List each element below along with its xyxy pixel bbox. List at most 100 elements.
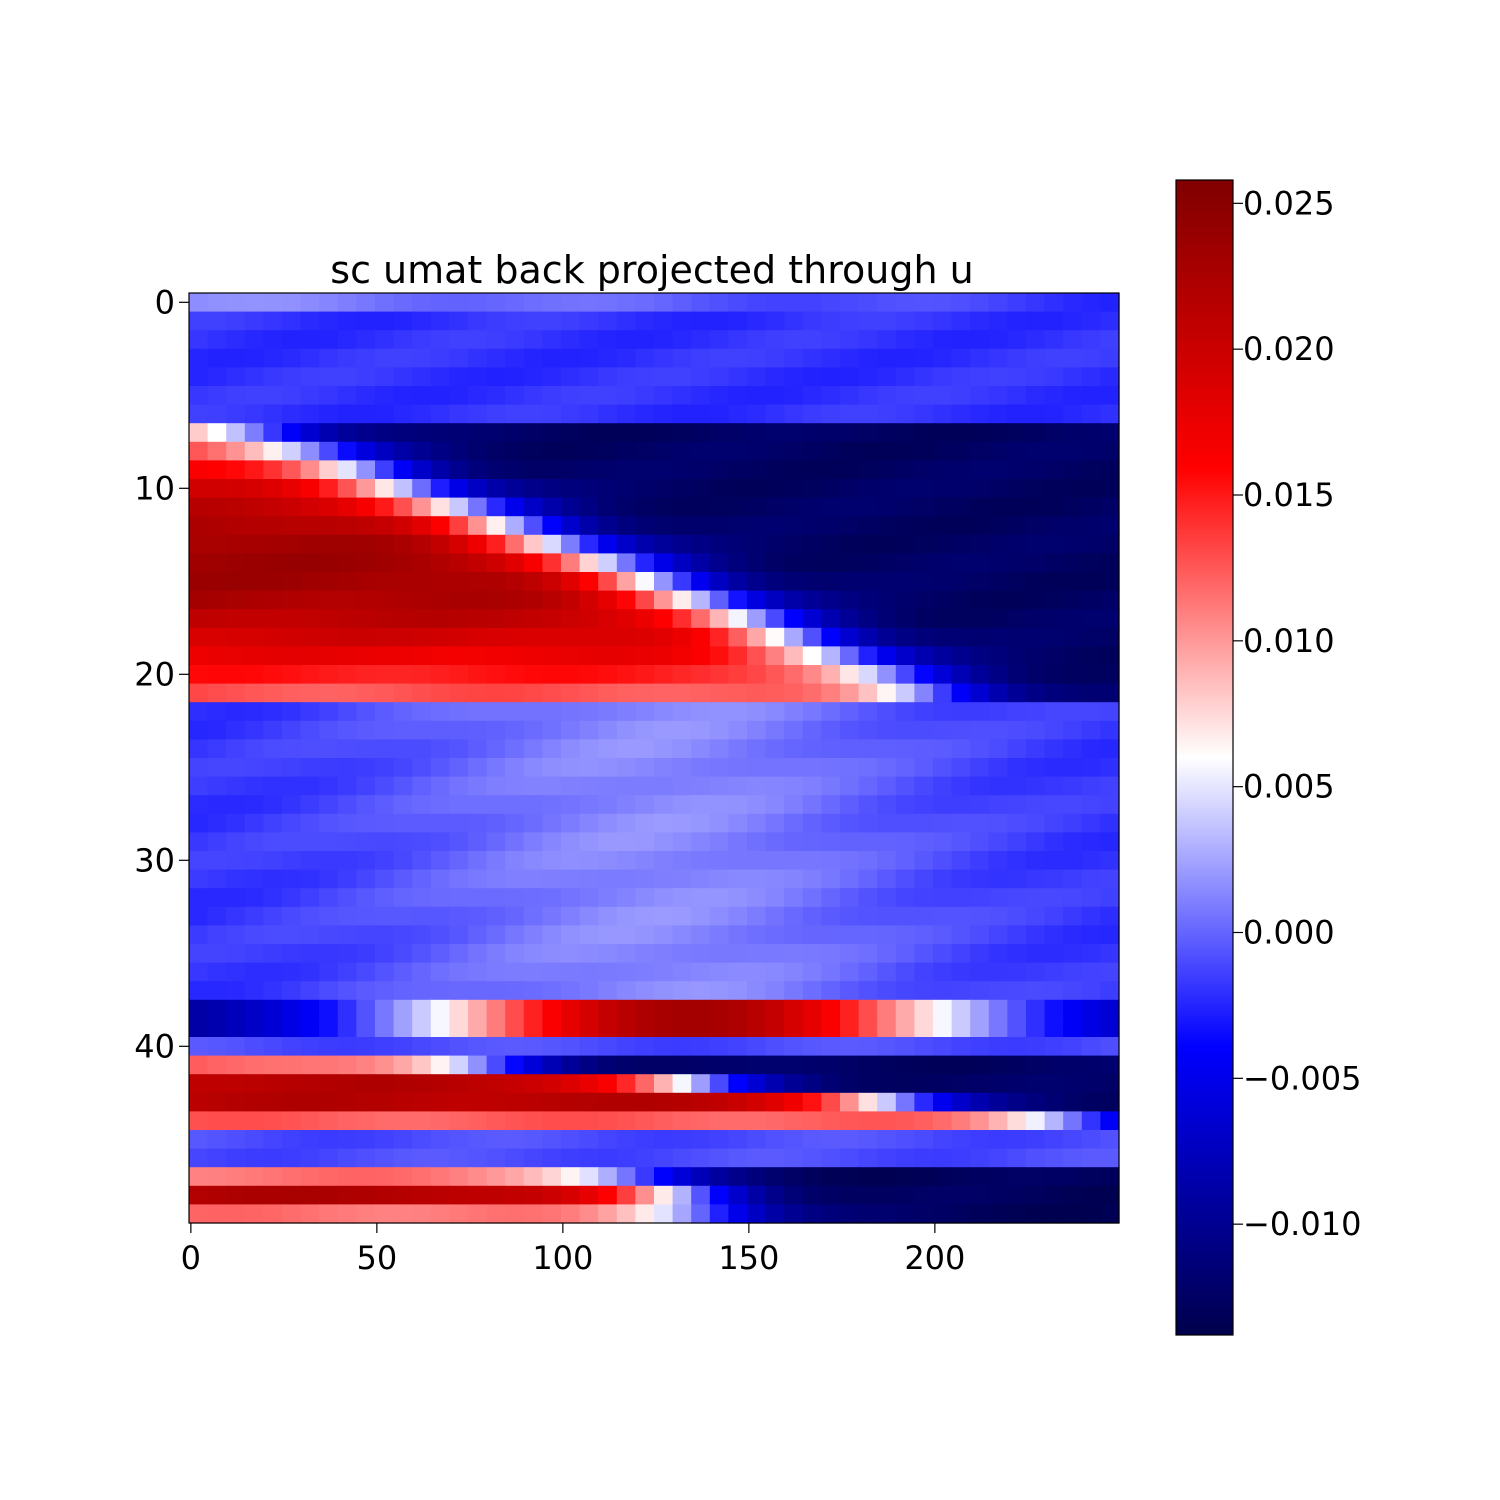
- heatmap-cell: [579, 609, 599, 629]
- heatmap-cell: [802, 869, 822, 889]
- heatmap-cell: [654, 981, 674, 1001]
- heatmap-cell: [988, 590, 1008, 610]
- heatmap-cell: [654, 516, 674, 536]
- heatmap-cell: [616, 1204, 636, 1224]
- heatmap-cell: [821, 1185, 841, 1205]
- heatmap-cell: [1081, 348, 1101, 368]
- heatmap-cell: [709, 869, 729, 889]
- heatmap-cell: [1007, 423, 1027, 443]
- heatmap-cell: [1044, 311, 1064, 331]
- heatmap-cell: [635, 497, 655, 517]
- heatmap-cell: [319, 683, 339, 703]
- heatmap-cell: [542, 1111, 562, 1131]
- heatmap-cell: [840, 1092, 860, 1112]
- heatmap-cell: [1007, 925, 1027, 945]
- heatmap-cell: [468, 776, 488, 796]
- heatmap-cell: [356, 869, 376, 889]
- heatmap-cell: [691, 813, 711, 833]
- heatmap-cell: [356, 367, 376, 387]
- heatmap-cell: [1100, 1018, 1120, 1038]
- heatmap-cell: [207, 720, 227, 740]
- heatmap-cell: [523, 999, 543, 1019]
- heatmap-cell: [505, 702, 525, 722]
- heatmap-cell: [654, 962, 674, 982]
- heatmap-cell: [635, 1167, 655, 1187]
- heatmap-cell: [337, 609, 357, 629]
- heatmap-cell: [784, 367, 804, 387]
- heatmap-cell: [561, 553, 581, 573]
- heatmap-cell: [1007, 776, 1027, 796]
- heatmap-cell: [1026, 404, 1046, 424]
- heatmap-cell: [877, 999, 897, 1019]
- heatmap-cell: [728, 367, 748, 387]
- heatmap-cell: [747, 795, 767, 815]
- heatmap-cell: [505, 1130, 525, 1150]
- heatmap-cell: [821, 386, 841, 406]
- heatmap-cell: [468, 702, 488, 722]
- heatmap-cell: [951, 627, 971, 647]
- heatmap-cell: [616, 348, 636, 368]
- heatmap-cell: [709, 293, 729, 313]
- heatmap-cell: [505, 683, 525, 703]
- heatmap-cell: [654, 1204, 674, 1224]
- heatmap-cell: [542, 609, 562, 629]
- heatmap-cell: [1081, 702, 1101, 722]
- heatmap-cell: [728, 348, 748, 368]
- heatmap-cell: [1063, 1148, 1083, 1168]
- heatmap-cell: [635, 1018, 655, 1038]
- heatmap-cell: [821, 683, 841, 703]
- heatmap-cell: [840, 944, 860, 964]
- heatmap-cell: [728, 516, 748, 536]
- heatmap-cell: [877, 367, 897, 387]
- heatmap-cell: [263, 348, 283, 368]
- heatmap-cell: [821, 832, 841, 852]
- heatmap-cell: [1044, 776, 1064, 796]
- heatmap-cell: [914, 665, 934, 685]
- heatmap-cell: [468, 1148, 488, 1168]
- heatmap-cell: [1063, 1204, 1083, 1224]
- heatmap-cell: [375, 1185, 395, 1205]
- heatmap-cell: [430, 739, 450, 759]
- heatmap-cell: [784, 609, 804, 629]
- heatmap-cell: [616, 888, 636, 908]
- y-tick-label: 20: [134, 655, 175, 693]
- heatmap-cell: [337, 720, 357, 740]
- heatmap-cell: [1100, 869, 1120, 889]
- heatmap-cell: [765, 348, 785, 368]
- heatmap-cell: [393, 906, 413, 926]
- heatmap-cell: [877, 460, 897, 480]
- heatmap-cell: [282, 795, 302, 815]
- heatmap-cell: [802, 534, 822, 554]
- heatmap-cell: [449, 497, 469, 517]
- heatmap-cell: [319, 795, 339, 815]
- heatmap-cell: [1007, 999, 1027, 1019]
- heatmap-cell: [430, 423, 450, 443]
- heatmap-cell: [263, 1018, 283, 1038]
- heatmap-cell: [784, 423, 804, 443]
- heatmap-cell: [356, 646, 376, 666]
- heatmap-cell: [393, 627, 413, 647]
- heatmap-cell: [207, 293, 227, 313]
- heatmap-cell: [1063, 1167, 1083, 1187]
- heatmap-cell: [505, 404, 525, 424]
- heatmap-cell: [914, 311, 934, 331]
- heatmap-cell: [579, 572, 599, 592]
- heatmap-cell: [449, 1074, 469, 1094]
- heatmap-cell: [784, 999, 804, 1019]
- heatmap-cell: [616, 330, 636, 350]
- heatmap-cell: [189, 944, 209, 964]
- heatmap-cell: [356, 776, 376, 796]
- heatmap-cell: [263, 906, 283, 926]
- heatmap-cell: [282, 1037, 302, 1057]
- heatmap-cell: [691, 758, 711, 778]
- heatmap-cell: [412, 646, 432, 666]
- heatmap-cell: [1081, 665, 1101, 685]
- heatmap-cell: [747, 534, 767, 554]
- heatmap-cell: [802, 311, 822, 331]
- heatmap-cell: [561, 1185, 581, 1205]
- heatmap-cell: [728, 795, 748, 815]
- heatmap-cell: [914, 1204, 934, 1224]
- heatmap-cell: [635, 590, 655, 610]
- heatmap-cell: [784, 1167, 804, 1187]
- heatmap-cell: [1007, 851, 1027, 871]
